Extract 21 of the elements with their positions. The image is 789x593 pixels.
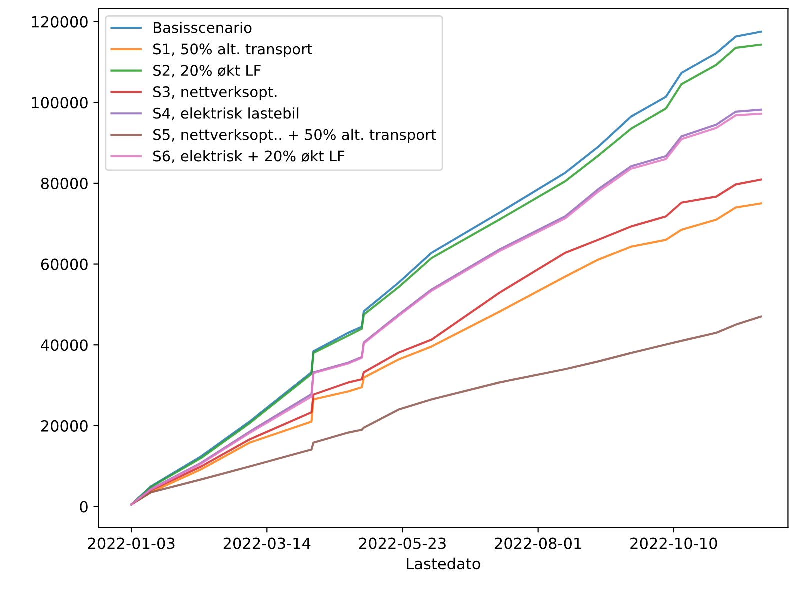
- y-tick-label: 40000: [41, 340, 88, 352]
- legend-label: S6, elektrisk + 20% økt LF: [154, 150, 345, 164]
- x-tick-label: 2022-01-03: [88, 538, 175, 550]
- y-tick-label: 0: [80, 501, 88, 513]
- x-tick-label: 2022-05-23: [359, 538, 446, 550]
- legend-label: S4, elektrisk lastebil: [154, 108, 299, 120]
- x-tick-label: 2022-03-14: [224, 538, 311, 550]
- y-tick-label: 60000: [41, 258, 88, 270]
- legend-label: S2, 20% økt LF: [154, 64, 261, 78]
- x-axis-title: Lastedato: [407, 558, 480, 570]
- y-tick-label: 100000: [32, 97, 88, 109]
- y-tick-label: 120000: [32, 16, 88, 28]
- legend-label: S5, nettverksopt.. + 50% alt. transport: [154, 129, 436, 144]
- y-tick-label: 80000: [41, 178, 88, 190]
- legend-label: Basisscenario: [154, 22, 252, 34]
- x-tick-label: 2022-10-10: [630, 538, 718, 550]
- legend-label: S1, 50% alt. transport: [154, 43, 312, 58]
- legend-label: S3, nettverksopt.: [154, 86, 277, 100]
- x-tick-label: 2022-08-01: [495, 538, 582, 550]
- y-tick-label: 20000: [41, 420, 88, 432]
- line-series: [130, 316, 762, 506]
